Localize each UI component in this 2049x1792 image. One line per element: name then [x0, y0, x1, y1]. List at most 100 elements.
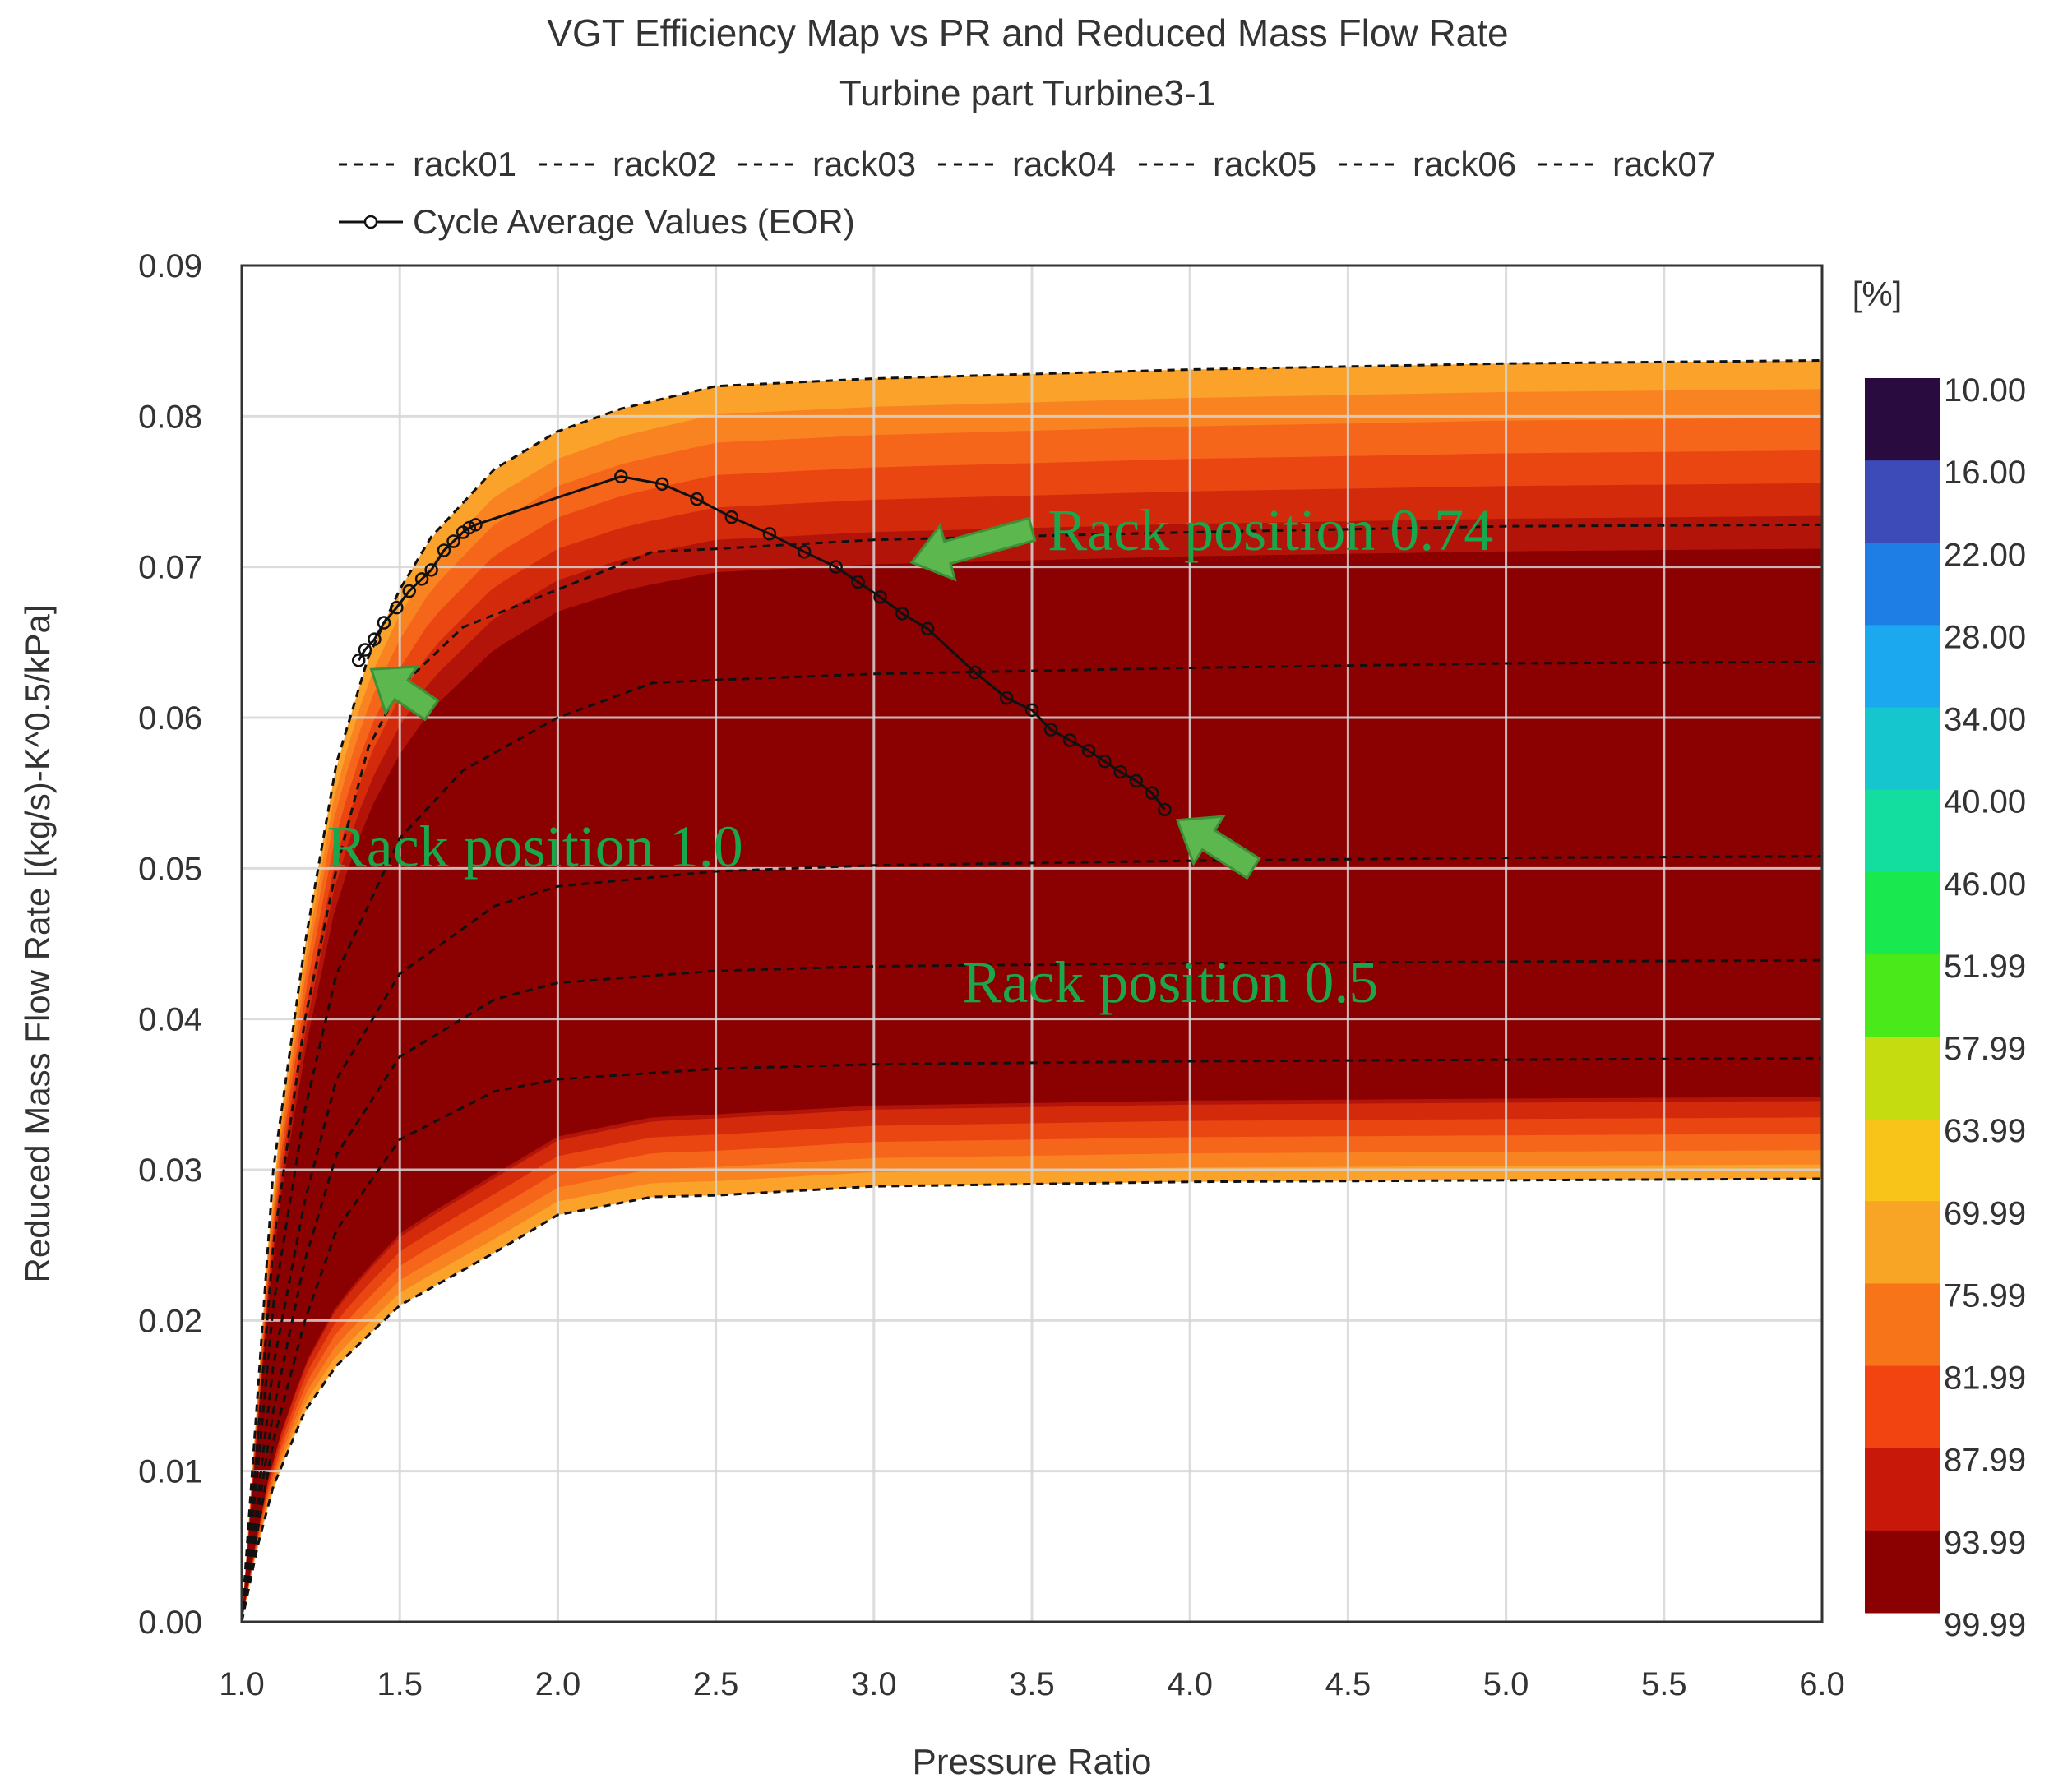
x-tick-label: 2.5: [693, 1666, 739, 1702]
legend-label-rack02: rack02: [613, 145, 716, 183]
x-tick-label: 5.0: [1483, 1666, 1529, 1702]
y-tick-label: 0.04: [138, 1002, 202, 1038]
x-tick-label: 3.5: [1009, 1666, 1055, 1702]
colorbar-segment: [1865, 1530, 1940, 1614]
colorbar: 10.00 16.00 22.00 28.00 34.00 40.00 46.00 51.99…: [1865, 372, 2026, 1643]
cycle-average-point: [873, 590, 887, 604]
cycle-average-point: [797, 545, 812, 559]
cycle-average-point: [351, 654, 366, 667]
chart-subtitle: Turbine part Turbine3-1: [839, 73, 1216, 113]
y-tick-label: 0.03: [138, 1152, 202, 1189]
colorbar-label: 22.00: [1944, 537, 2026, 573]
cycle-average-point: [368, 632, 382, 646]
plot-frame: [240, 264, 1824, 1623]
cycle-average-point: [437, 543, 451, 557]
colorbar-segment: [1865, 543, 1940, 626]
cycle-average-point: [762, 527, 777, 541]
rack-lines: [240, 359, 1823, 1623]
annotation-label: Rack position 0.5: [962, 949, 1378, 1015]
y-axis-ticks: 0.00 0.01 0.02 0.03 0.04 0.05 0.06 0.07 0.08 0.09: [138, 248, 202, 1641]
legend-label-cycle-average: Cycle Average Values (EOR): [413, 202, 855, 241]
y-axis-label: Reduced Mass Flow Rate [(kg/s)-K^0.5/kPa…: [18, 604, 57, 1282]
x-tick-label: 5.5: [1641, 1666, 1687, 1702]
colorbar-label: 81.99: [1944, 1360, 2026, 1397]
y-tick-label: 0.02: [138, 1303, 202, 1339]
colorbar-segment: [1865, 378, 1940, 461]
colorbar-label: 28.00: [1944, 619, 2026, 655]
cycle-average-point: [402, 584, 416, 598]
annotation-arrow: [1175, 815, 1261, 880]
cycle-average-point: [999, 690, 1014, 705]
annotations: Rack position 0.74 Rack position 1.0 Rack …: [327, 497, 1493, 1015]
cycle-average-point: [851, 575, 865, 589]
cycle-average-point: [1062, 733, 1077, 747]
cycle-average-point: [414, 572, 429, 586]
annotation-arrow: [909, 516, 1037, 582]
colorbar-segment: [1865, 1037, 1940, 1120]
rack-line-rack05: [240, 958, 1823, 1623]
legend-label-rack04: rack04: [1012, 145, 1116, 183]
x-axis-ticks: 1.0 1.5 2.0 2.5 3.0 3.5 4.0 4.5 5.0 5.5 6.0: [219, 1666, 1845, 1702]
y-tick-label: 0.00: [138, 1605, 202, 1641]
y-tick-label: 0.05: [138, 851, 202, 887]
x-tick-label: 4.0: [1167, 1666, 1213, 1702]
rack-line-rack03: [240, 660, 1823, 1623]
cycle-average-point: [690, 492, 704, 506]
cycle-average-point: [1129, 774, 1144, 788]
legend-label-rack05: rack05: [1213, 145, 1316, 183]
colorbar-segment: [1865, 625, 1940, 709]
x-tick-label: 1.0: [219, 1666, 265, 1702]
cycle-average-line: [351, 469, 1172, 817]
colorbar-label: 69.99: [1944, 1195, 2026, 1231]
cycle-average-point: [358, 643, 372, 657]
legend-marker-cycle-average: [363, 215, 378, 229]
cycle-average-point: [469, 518, 483, 532]
x-axis-label: Pressure Ratio: [912, 1742, 1151, 1782]
cycle-average-point: [655, 477, 669, 492]
colorbar-segment: [1865, 460, 1940, 543]
annotation-arrows: [369, 516, 1261, 880]
rack-line-rack02: [240, 523, 1823, 1623]
cycle-average-point: [424, 563, 438, 577]
legend-label-rack06: rack06: [1413, 145, 1516, 183]
colorbar-label: 93.99: [1944, 1525, 2026, 1561]
colorbar-segment: [1865, 789, 1940, 873]
cycle-average-point: [1043, 723, 1058, 737]
cycle-average-point: [895, 607, 909, 621]
cycle-average-point: [377, 616, 391, 630]
y-tick-label: 0.07: [138, 550, 202, 586]
y-tick-label: 0.08: [138, 399, 202, 435]
legend-label-rack07: rack07: [1612, 145, 1716, 183]
colorbar-label: 10.00: [1944, 372, 2026, 409]
cycle-average-point: [1081, 744, 1096, 758]
cycle-average-point: [614, 469, 628, 483]
rack-line-rack01: [240, 359, 1823, 1623]
y-tick-label: 0.09: [138, 248, 202, 284]
x-tick-label: 3.0: [851, 1666, 897, 1702]
cycle-average-point: [1145, 786, 1159, 800]
colorbar-label: 34.00: [1944, 702, 2026, 738]
legend-label-rack01: rack01: [413, 145, 516, 183]
colorbar-segment: [1865, 707, 1940, 791]
cycle-average-point: [1024, 703, 1039, 718]
colorbar-segment: [1865, 1201, 1940, 1284]
colorbar-label: 75.99: [1944, 1277, 2026, 1314]
x-tick-label: 1.5: [377, 1666, 423, 1702]
colorbar-segment: [1865, 1448, 1940, 1531]
cycle-average-point: [1113, 764, 1127, 779]
colorbar-label: 16.00: [1944, 455, 2026, 491]
colorbar-label: 40.00: [1944, 784, 2026, 820]
annotation-label: Rack position 0.74: [1048, 497, 1493, 563]
cycle-average-point: [724, 510, 739, 524]
colorbar-unit: [%]: [1852, 275, 1903, 313]
y-tick-label: 0.06: [138, 700, 202, 737]
cycle-average-point: [920, 621, 935, 636]
legend: rack01 rack02 rack03 rack04 rack05 rack06 rack…: [339, 145, 1716, 241]
cycle-average-point: [1098, 754, 1112, 769]
colorbar-label: 99.99: [1944, 1607, 2026, 1643]
cycle-average-point: [462, 520, 477, 535]
legend-label-rack03: rack03: [812, 145, 916, 183]
x-tick-label: 4.5: [1325, 1666, 1371, 1702]
colorbar-label: 87.99: [1944, 1443, 2026, 1479]
colorbar-segment: [1865, 1283, 1940, 1367]
